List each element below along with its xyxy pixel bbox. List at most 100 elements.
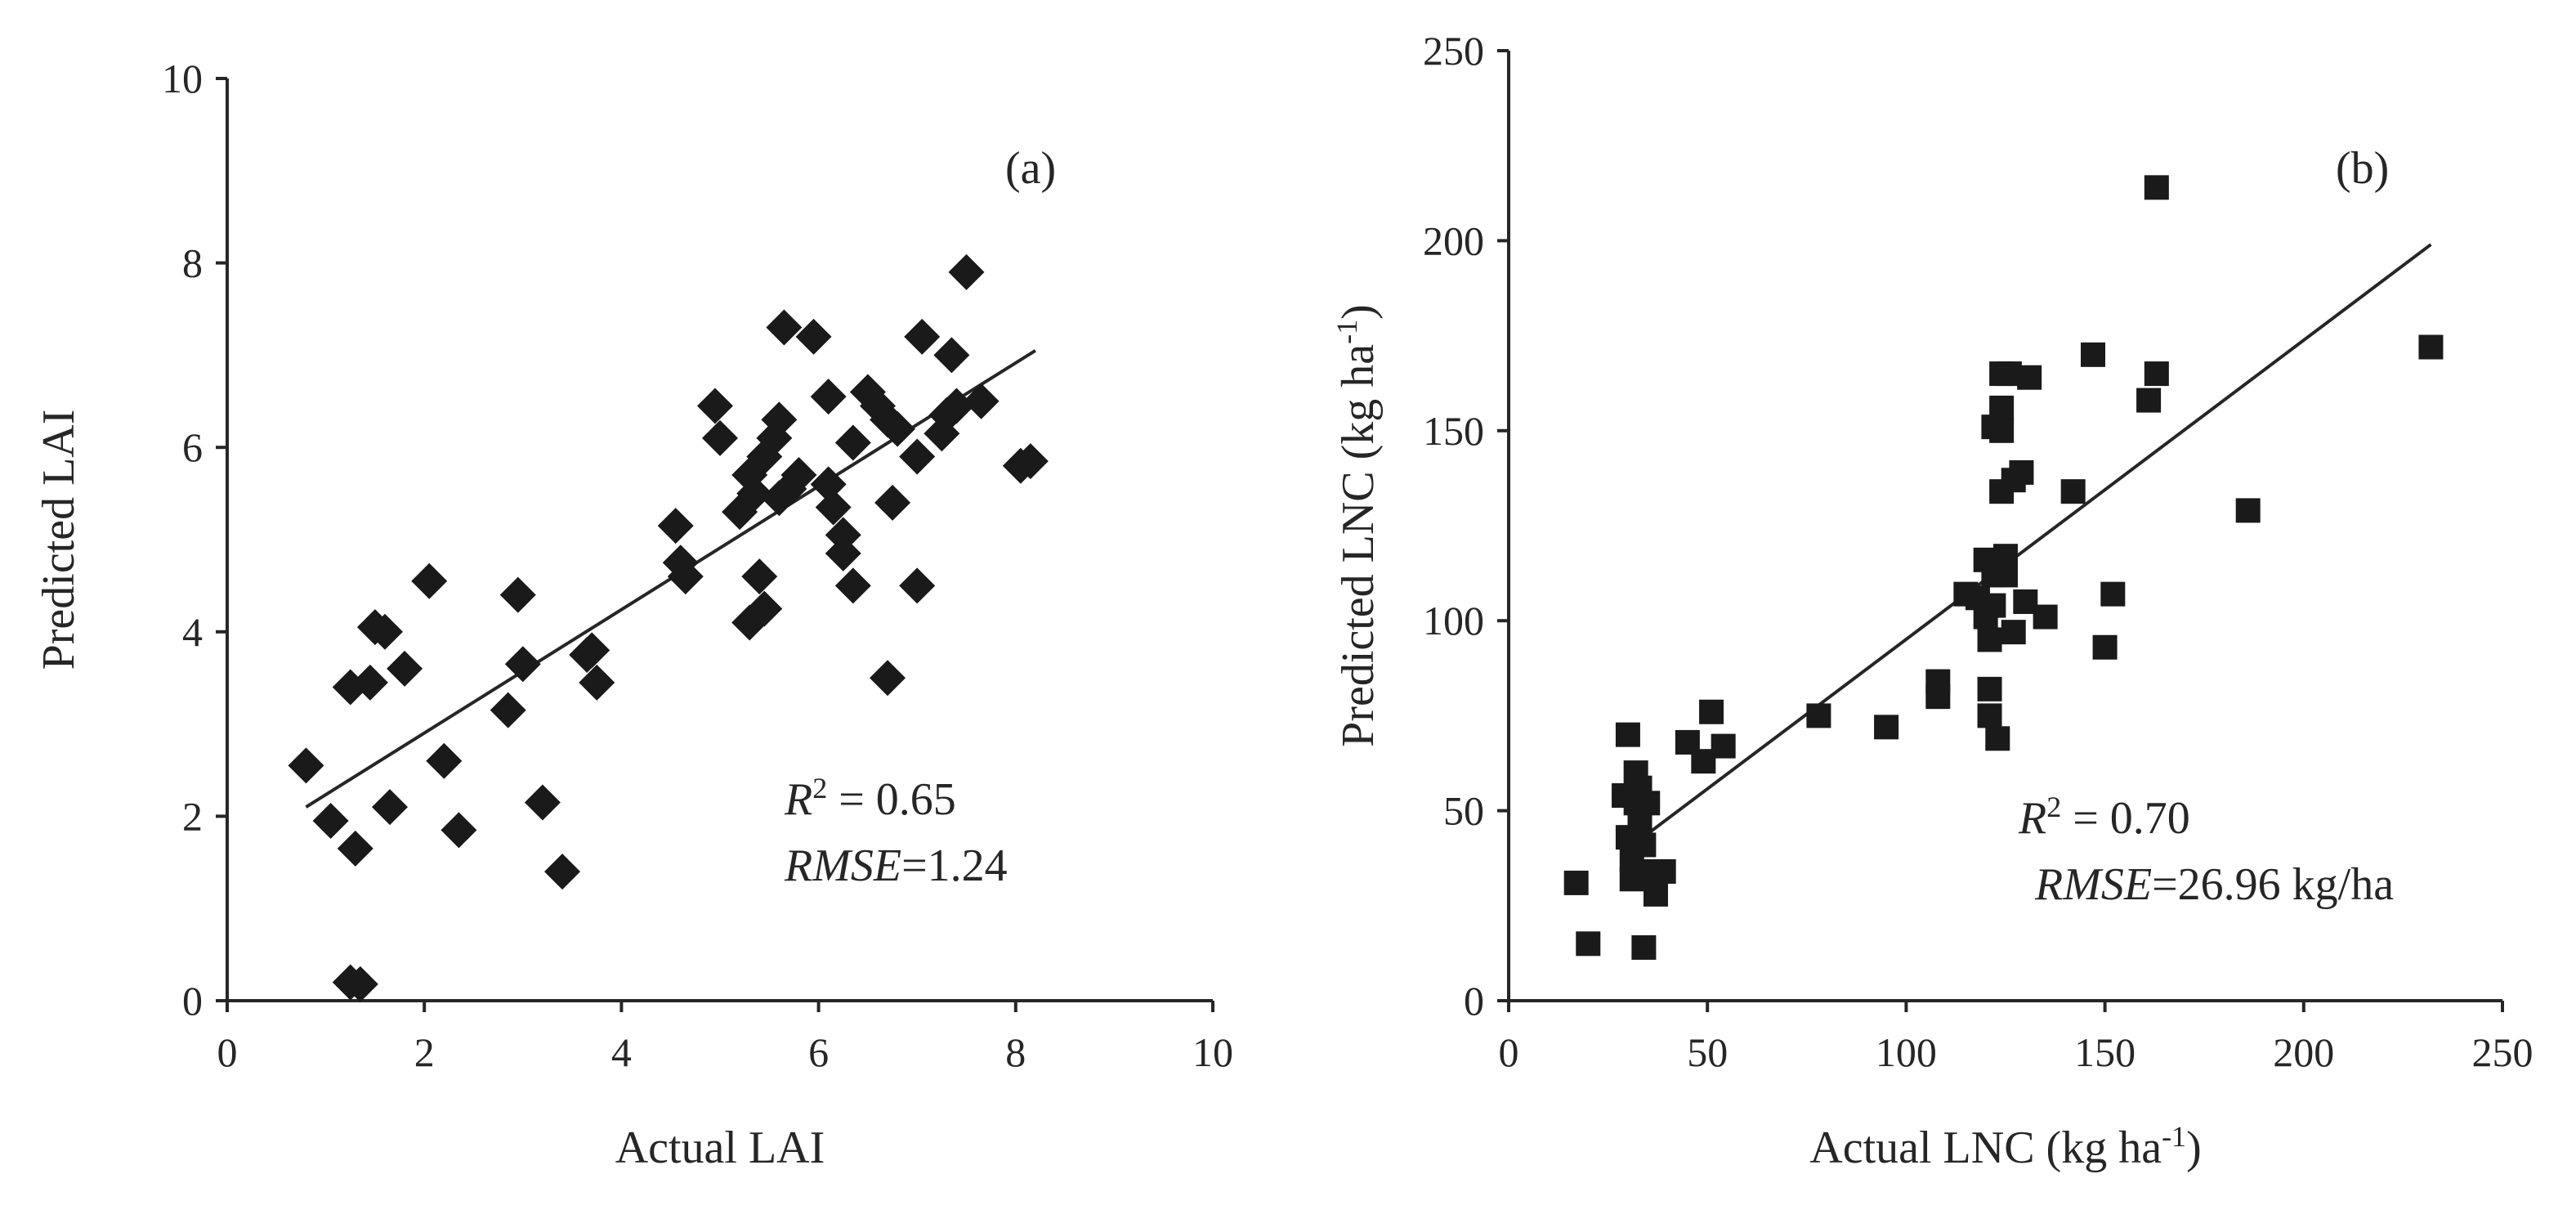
panel-b-data-point [1981,593,2006,618]
panel-a-data-point [387,650,423,687]
panel-b-data-point [2100,581,2126,607]
panel-a-data-point [780,457,817,494]
panel-a-data-point [696,388,733,424]
panel-a-x-axis-title: Actual LAI [615,1123,825,1173]
panel-a-x-tick-label: 2 [414,1029,435,1075]
panel-b-data-point [1806,703,1831,728]
panel-b-data-point [1977,627,2002,652]
panel-b-data-point [2001,620,2026,645]
panel-b-data-point [2060,479,2086,504]
panel-a-data-point [761,401,798,438]
panel-b-r2: R2 = 0.70 [2018,791,2190,844]
panel-b-data-point [1615,722,1640,747]
panel-a-data-point [834,424,871,461]
panel-a-data-point [579,664,615,701]
panel-a-data-point [795,318,832,355]
panel-a-y-tick-label: 0 [182,978,203,1024]
panel-a-x-ticks: 0 2 4 6 8 10 [217,1001,1233,1075]
panel-a-data-point [657,508,694,544]
panel-a-y-tick-label: 6 [182,424,203,470]
panel-b-data-point [1699,699,1724,724]
panel-a-data-point [1012,443,1049,480]
panel-a-data-point [810,466,847,503]
panel-a-data-point [904,318,941,355]
panel-b-data-point [2144,361,2169,387]
panel-b-data-point [2235,498,2261,523]
panel-b-lnc-scatter: 0 50 100 150 200 250 0 50 100 150 200 250 (b) R2 =… [1330,28,2534,1173]
panel-b-trendline [1626,243,2432,850]
panel-a-data-point [411,562,448,599]
panel-b-data-point [1985,726,2010,751]
panel-a-rmse: RMSE=1.24 [784,840,1008,891]
panel-b-data-point [1989,418,2015,443]
panel-b-data-point [1989,395,2015,420]
panel-b-data-point [2009,459,2034,485]
panel-b-data-point [2136,388,2162,413]
panel-b-data-point [1563,870,1589,895]
panel-a-data-point [441,812,477,849]
panel-b-data-point [1631,934,1657,960]
panel-a-data-point [288,747,324,784]
panel-a-data-point [544,854,581,890]
panel-a-x-tick-label: 6 [808,1029,829,1075]
panel-b-x-ticks: 0 50 100 150 200 250 [1499,1001,2534,1075]
panel-a-data-point [815,489,852,526]
panel-b-data-point [1576,931,1601,957]
panel-a-data-point [371,789,408,826]
panel-b-y-axis-title: Predicted LNC (kg ha-1) [1330,304,1384,747]
panel-a-r2: R2 = 0.65 [784,772,956,825]
panel-b-y-tick-label: 250 [1423,28,1484,74]
panel-a-data-point [366,613,403,650]
panel-a-data-point [963,383,1000,419]
panel-b-y-tick-label: 100 [1423,598,1484,643]
panel-b-rmse: RMSE=26.96 kg/ha [2034,859,2394,910]
panel-a-data-point [426,742,463,779]
panel-b-data-point [1711,733,1736,759]
panel-a-points [288,253,1049,1002]
panel-a-data-point [879,410,916,447]
panel-b-data-point [1874,715,1899,740]
panel-a-data-point [810,379,847,415]
panel-b-data-point [1643,881,1668,907]
panel-a-data-point [741,558,778,595]
panel-a-data-point [524,784,561,821]
panel-a-data-point [490,692,526,728]
panel-b-x-tick-label: 0 [1499,1029,1519,1075]
panel-a-data-point [766,309,803,346]
panel-a-data-point [933,337,970,374]
panel-a-data-point [337,830,373,867]
panel-a-x-tick-label: 10 [1192,1029,1233,1075]
panel-b-y-tick-label: 150 [1423,408,1484,454]
panel-a-data-point [834,567,871,604]
panel-b-data-point [1635,791,1661,816]
panel-a-y-tick-label: 2 [182,793,203,839]
panel-a-data-point [504,646,541,683]
panel-b-y-ticks: 0 50 100 150 200 250 [1423,28,1509,1024]
panel-b-label: (b) [2336,143,2389,194]
panel-b-data-point [1993,562,2018,588]
panel-a-data-point [667,558,704,595]
panel-a-y-tick-label: 4 [182,609,203,655]
panel-a-x-tick-label: 0 [217,1029,238,1075]
panel-b-data-point [2017,365,2042,390]
panel-a-data-point [312,803,349,840]
panel-a-data-point [899,438,936,475]
panel-a-y-tick-label: 10 [162,56,203,101]
panel-a-data-point [574,632,610,669]
panel-a-data-point [870,660,906,697]
panel-a-x-tick-label: 4 [611,1029,632,1075]
panel-a-data-point [746,590,783,627]
panel-a-y-ticks: 0 2 4 6 8 10 [162,56,227,1024]
panel-b-data-point [2092,634,2118,660]
panel-b-x-tick-label: 250 [2472,1029,2534,1075]
panel-a-data-point [351,664,388,701]
panel-b-data-point [1925,684,1951,710]
panel-a-data-point [736,475,773,512]
panel-b-x-tick-label: 50 [1687,1029,1728,1075]
panel-b-data-point [2418,334,2444,360]
panel-b-data-point [1631,832,1657,858]
panel-b-data-point [2144,175,2169,200]
panel-a-data-point [948,253,985,290]
